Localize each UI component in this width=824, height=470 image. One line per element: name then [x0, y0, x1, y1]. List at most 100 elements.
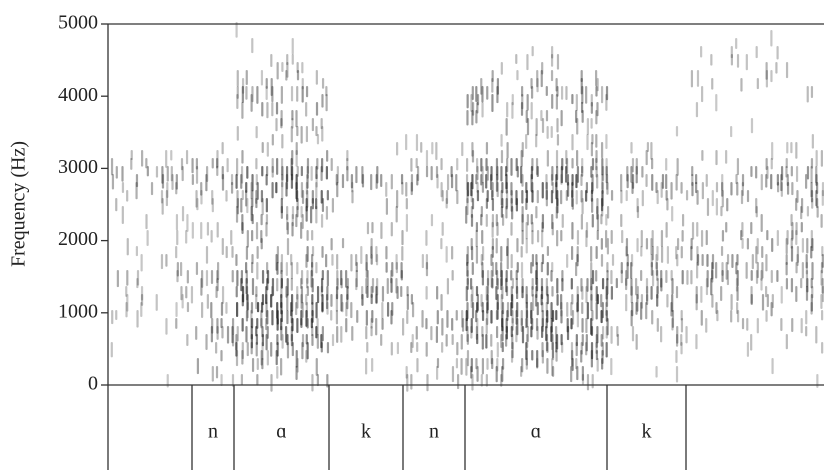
spectrogram-texture — [265, 222, 267, 237]
chart: Frequency (Hz) 010002000300040005000nɑkn… — [0, 0, 824, 470]
spectrogram-texture — [506, 118, 508, 136]
spectrogram-texture — [237, 126, 239, 141]
spectrogram-texture — [447, 174, 449, 190]
spectrogram-texture — [596, 302, 598, 319]
spectrogram-texture — [742, 238, 744, 249]
spectrogram-texture — [546, 190, 548, 206]
spectrogram-texture — [305, 254, 307, 268]
spectrogram-texture — [411, 182, 413, 195]
spectrogram-texture — [266, 334, 268, 350]
segment-label: ɑ — [531, 421, 541, 443]
spectrogram-texture — [126, 270, 128, 286]
spectrogram-texture — [300, 318, 302, 328]
spectrogram-texture — [661, 182, 663, 198]
spectrogram-texture — [327, 190, 329, 200]
spectrogram-texture — [232, 334, 234, 347]
spectrogram-texture — [227, 326, 229, 344]
spectrogram-texture — [585, 86, 587, 104]
spectrogram-texture — [727, 270, 729, 285]
spectrogram-texture — [467, 334, 469, 345]
spectrogram-texture — [571, 94, 573, 104]
spectrogram-texture — [701, 86, 703, 102]
spectrogram-texture — [400, 286, 402, 297]
spectrogram-texture — [646, 238, 648, 249]
spectrogram-texture — [557, 134, 559, 146]
spectrogram-texture — [791, 246, 793, 262]
spectrogram-texture — [551, 126, 553, 138]
spectrogram-texture — [386, 198, 388, 215]
spectrogram-texture — [391, 342, 393, 356]
spectrogram-texture — [715, 262, 717, 278]
spectrogram-texture — [296, 126, 298, 136]
spectrogram-texture — [242, 294, 244, 306]
spectrogram-texture — [246, 166, 248, 179]
spectrogram-texture — [651, 158, 653, 169]
spectrogram-texture — [571, 246, 573, 260]
spectrogram-texture — [406, 214, 408, 232]
spectrogram-texture — [367, 222, 369, 234]
spectrogram-texture — [402, 318, 404, 336]
spectrogram-texture — [416, 174, 418, 186]
spectrogram-texture — [530, 262, 532, 274]
spectrogram-texture — [695, 334, 697, 349]
spectrogram-texture — [315, 262, 317, 273]
spectrogram-texture — [611, 190, 613, 201]
spectrogram-texture — [416, 342, 418, 352]
spectrogram-texture — [281, 206, 283, 219]
spectrogram-texture — [702, 254, 704, 266]
spectrogram-texture — [271, 182, 273, 198]
spectrogram-texture — [606, 182, 608, 195]
spectrogram-texture — [381, 318, 383, 330]
spectrogram-texture — [361, 294, 363, 306]
spectrogram-texture — [761, 246, 763, 258]
spectrogram-texture — [675, 350, 677, 363]
spectrogram-texture — [302, 86, 304, 103]
spectrogram-texture — [591, 326, 593, 336]
spectrogram-texture — [731, 254, 733, 268]
spectrogram-texture — [270, 54, 272, 67]
spectrogram-texture — [566, 254, 568, 268]
spectrogram-texture — [526, 54, 528, 70]
spectrogram-texture — [281, 86, 283, 104]
spectrogram-texture — [676, 366, 678, 383]
spectrogram-texture — [457, 374, 459, 389]
spectrogram-texture — [746, 262, 748, 279]
spectrogram-texture — [396, 206, 398, 222]
spectrogram-texture — [551, 54, 553, 67]
spectrogram-texture — [636, 334, 638, 350]
spectrogram-texture — [572, 198, 574, 210]
spectrogram-texture — [742, 318, 744, 329]
spectrogram-texture — [570, 366, 572, 382]
spectrogram-texture — [461, 142, 463, 156]
spectrogram-texture — [651, 286, 653, 300]
spectrogram-texture — [222, 238, 224, 255]
spectrogram-texture — [541, 230, 543, 247]
spectrogram-texture — [272, 166, 274, 178]
spectrogram-texture — [431, 142, 433, 154]
spectrogram-texture — [777, 230, 779, 246]
spectrogram-texture — [246, 310, 248, 321]
spectrogram-texture — [476, 366, 478, 382]
spectrogram-texture — [291, 86, 293, 101]
spectrogram-texture — [696, 102, 698, 117]
spectrogram-texture — [536, 78, 538, 92]
spectrogram-texture — [496, 366, 498, 382]
spectrogram-texture — [610, 358, 612, 375]
spectrogram-texture — [465, 206, 467, 224]
spectrogram-texture — [135, 182, 137, 199]
spectrogram-texture — [595, 134, 597, 148]
spectrogram-texture — [526, 358, 528, 370]
spectrogram-texture — [215, 342, 217, 354]
spectrogram-texture — [542, 182, 544, 198]
spectrogram-texture — [241, 102, 243, 119]
spectrogram-texture — [587, 118, 589, 135]
spectrogram-texture — [581, 286, 583, 300]
spectrogram-texture — [476, 230, 478, 247]
spectrogram-texture — [175, 318, 177, 329]
spectrogram-texture — [186, 334, 188, 346]
spectrogram-texture — [431, 166, 433, 180]
spectrogram-texture — [735, 38, 737, 49]
spectrogram-texture — [245, 326, 247, 342]
spectrogram-texture — [350, 254, 352, 272]
spectrogram-texture — [665, 174, 667, 189]
